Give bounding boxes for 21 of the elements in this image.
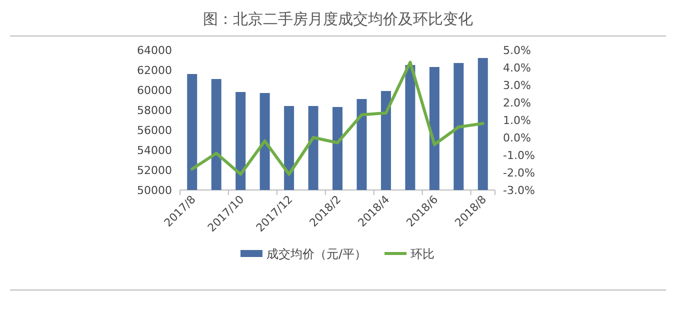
y-tick-label: 60000 <box>137 84 172 97</box>
y-tick-label: 54000 <box>137 144 172 157</box>
y2-tick-label: 3.0% <box>503 79 531 92</box>
y-tick-label: 50000 <box>137 184 172 197</box>
y2-tick-label: 4.0% <box>503 62 531 74</box>
y-tick-label: 56000 <box>137 124 172 137</box>
y2-tick-label: 0.0% <box>503 132 531 144</box>
y2-tick-label: 5.0% <box>503 44 531 57</box>
y-tick-label: 62000 <box>137 64 172 77</box>
y-tick-label: 58000 <box>137 104 172 117</box>
line-series <box>190 60 484 176</box>
y2-tick-label: -2.0% <box>503 166 535 180</box>
legend-label: 环比 <box>410 247 435 261</box>
chart-title: 图：北京二手房月度成交均价及环比变化 <box>203 10 473 28</box>
y-tick-label: 52000 <box>137 164 172 177</box>
y-tick-label: 64000 <box>137 44 172 57</box>
y2-tick-label: -1.0% <box>503 149 535 162</box>
y2-tick-label: 2.0% <box>503 96 531 110</box>
y2-tick-label: -3.0% <box>503 184 535 197</box>
y2-tick-label: 1.0% <box>503 114 531 127</box>
legend-label: 成交均价（元/平） <box>266 247 367 261</box>
